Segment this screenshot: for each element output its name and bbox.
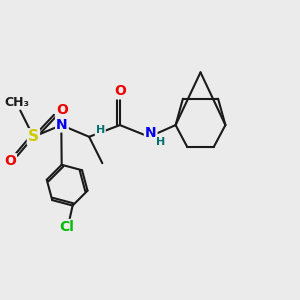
Text: O: O (56, 103, 68, 117)
Text: O: O (4, 154, 16, 168)
Text: CH₃: CH₃ (5, 96, 30, 109)
Text: S: S (28, 129, 39, 144)
Text: N: N (145, 126, 157, 140)
Text: O: O (115, 84, 126, 98)
Text: Cl: Cl (59, 220, 74, 234)
Text: H: H (96, 125, 105, 135)
Text: N: N (56, 118, 68, 131)
Text: H: H (156, 137, 165, 147)
